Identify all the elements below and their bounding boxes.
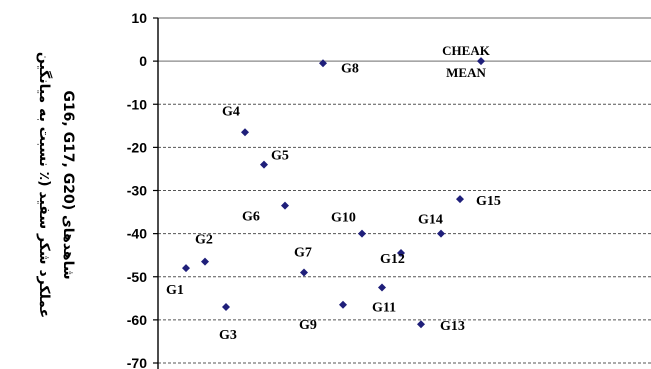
data-point-label: G13 (440, 319, 465, 334)
data-point-marker (222, 302, 230, 311)
data-point-marker (319, 59, 327, 68)
y-tick-label: 0 (139, 53, 147, 69)
y-tick-label: -30 (127, 183, 147, 199)
data-point-label: G14 (418, 213, 443, 228)
data-point-label: G7 (294, 245, 312, 260)
data-point-label: G10 (331, 211, 356, 226)
data-point-marker (260, 160, 268, 169)
data-point-marker (477, 57, 485, 66)
reference-label-line-1: CHEAK (442, 43, 491, 58)
reference-label: CHEAK MEAN (442, 43, 491, 80)
data-point-label: G12 (380, 252, 405, 267)
data-point-label: G8 (341, 61, 359, 76)
y-tick-label: -60 (127, 312, 147, 328)
y-tick-label: -70 (127, 355, 147, 369)
data-point-marker (201, 257, 209, 266)
data-point-label: G6 (242, 210, 260, 225)
data-point-marker (339, 300, 347, 309)
data-point-marker (437, 229, 445, 238)
data-point-label: G1 (166, 283, 184, 298)
data-point-marker (300, 268, 308, 277)
data-point-marker (378, 283, 386, 292)
y-tick-label: 10 (131, 10, 147, 26)
data-point-label: G15 (476, 194, 501, 209)
y-tick-label: -50 (127, 269, 147, 285)
data-point-label: G11 (372, 301, 396, 316)
data-point-marker (456, 195, 464, 204)
data-point-label: G9 (299, 318, 317, 333)
data-point-marker (358, 229, 366, 238)
data-points: G1 G2 G3 G4 G5 G6 G7 G8 G9 G10 G11 G12 G13 G14 G15 (166, 57, 501, 343)
y-tick-label: -40 (127, 226, 147, 242)
y-axis-title-line-2: شاهدهای (G16, G17, G20 (60, 90, 76, 279)
data-point-marker (397, 249, 405, 258)
data-point-label: G3 (219, 328, 237, 343)
data-point-marker (182, 264, 190, 273)
reference-label-line-2: MEAN (446, 65, 486, 80)
y-tick-label: -10 (127, 96, 147, 112)
data-point-label: G2 (195, 233, 213, 248)
data-point-marker (241, 128, 249, 137)
y-tick-label: -20 (127, 139, 147, 155)
y-axis-ticks: 10 0 -10 -20 -30 -40 -50 -60 -70 (127, 10, 158, 369)
grid-lines (158, 17, 651, 364)
data-point-label: G4 (222, 104, 240, 119)
data-point-marker (281, 201, 289, 210)
y-axis-title: عملکرد شکر سفید (٪ نسبت به میانگین شاهده… (36, 52, 76, 318)
y-axis-title-line-1: عملکرد شکر سفید (٪ نسبت به میانگین (36, 52, 53, 318)
data-point-marker (417, 320, 425, 329)
data-point-label: G5 (271, 149, 289, 164)
